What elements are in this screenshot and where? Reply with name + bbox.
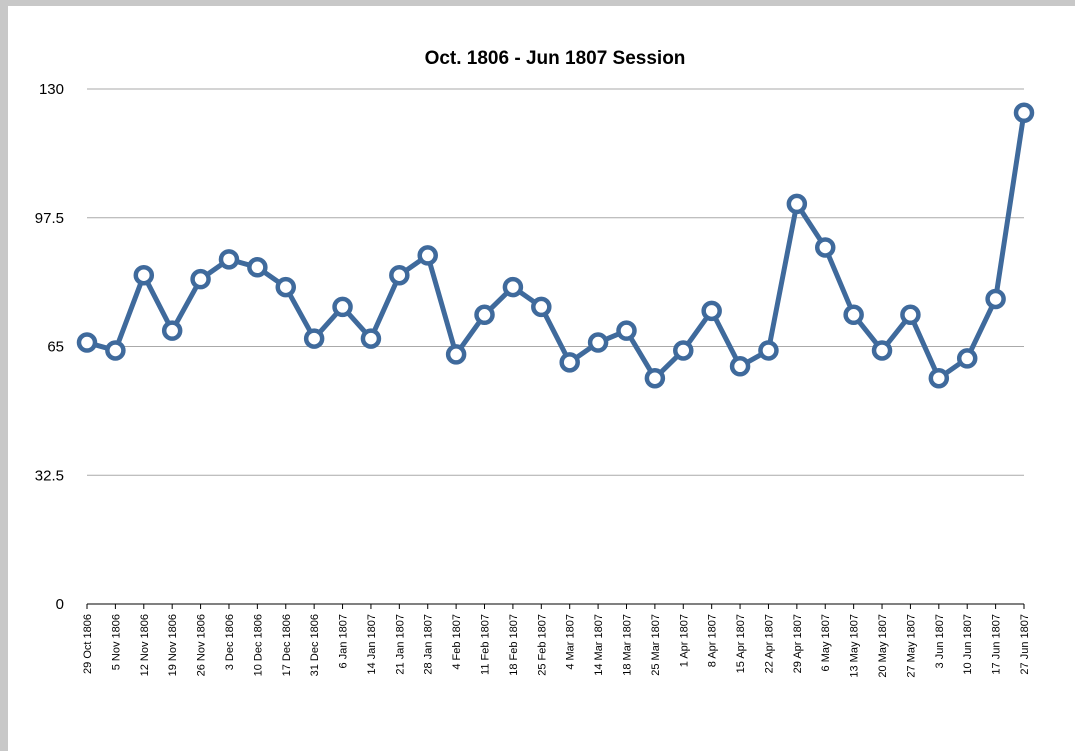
data-point	[360, 328, 382, 349]
x-tick-label: 28 Jan 1807	[423, 614, 435, 675]
data-point	[531, 296, 552, 318]
x-tick-label: 10 Jun 1807	[962, 614, 974, 675]
x-tick-label: 18 Feb 1807	[508, 614, 520, 676]
data-point	[76, 332, 98, 353]
data-point	[474, 304, 495, 326]
data-point	[928, 367, 950, 389]
x-tick-label: 15 Apr 1807	[735, 614, 747, 673]
x-tick-label: 5 Nov 1806	[110, 614, 122, 670]
data-point	[275, 276, 297, 298]
x-tick-label: 14 Mar 1807	[593, 614, 605, 676]
x-tick-label: 17 Jun 1807	[991, 614, 1003, 675]
x-tick-label: 1 Apr 1807	[678, 614, 690, 667]
data-point	[105, 340, 126, 361]
data-point	[729, 356, 751, 377]
x-tick-label: 13 May 1807	[849, 614, 861, 678]
x-tick-label: 27 May 1807	[905, 614, 917, 678]
data-point	[161, 320, 183, 341]
data-point	[417, 245, 438, 266]
x-tick-label: 26 Nov 1806	[196, 614, 208, 676]
data-line	[86, 112, 1027, 381]
x-tick-label: 25 Mar 1807	[650, 614, 662, 676]
x-tick-label: 8 Apr 1807	[707, 614, 719, 667]
background	[8, 6, 1075, 751]
data-point	[900, 304, 921, 326]
data-point	[502, 276, 524, 298]
x-tick-label: 12 Nov 1806	[139, 614, 151, 676]
x-tick-label: 10 Dec 1806	[252, 614, 264, 676]
data-point	[559, 352, 580, 373]
x-tick-label: 4 Feb 1807	[451, 614, 463, 670]
x-tick-label: 29 Oct 1806	[82, 614, 94, 674]
data-point	[445, 344, 467, 365]
x-tick-label: 21 Jan 1807	[394, 614, 406, 675]
data-point	[190, 268, 211, 290]
data-point	[133, 264, 155, 286]
x-tick-label: 3 Dec 1806	[224, 614, 236, 670]
data-point	[303, 328, 325, 349]
x-tick-label: 29 Apr 1807	[792, 614, 804, 673]
data-point	[616, 320, 637, 341]
data-point	[956, 348, 978, 369]
chart-title: Oct. 1806 - Jun 1807 Session	[425, 48, 686, 69]
x-tick-label: 6 May 1807	[820, 614, 832, 671]
x-tick-label: 31 Dec 1806	[309, 614, 321, 676]
x-tick-label: 19 Nov 1806	[167, 614, 179, 676]
x-tick-label: 22 Apr 1807	[763, 614, 775, 673]
x-tick-label: 18 Mar 1807	[621, 614, 633, 676]
x-tick-label: 17 Dec 1806	[281, 614, 293, 676]
x-tick-label: 25 Feb 1807	[536, 614, 548, 676]
data-point	[814, 237, 836, 258]
y-tick-label: 130	[39, 81, 64, 98]
y-tick-label: 0	[56, 596, 64, 613]
data-point	[587, 332, 609, 353]
x-tick-label: 3 Jun 1807	[934, 614, 946, 668]
data-point	[1013, 102, 1035, 124]
x-tick-label: 6 Jan 1807	[338, 614, 350, 668]
x-tick-label: 27 Jun 1807	[1019, 614, 1031, 675]
y-tick-label: 97.5	[35, 210, 64, 227]
data-point	[758, 340, 779, 361]
data-point	[389, 264, 410, 286]
data-point	[786, 193, 808, 215]
data-point	[985, 288, 1006, 310]
data-point	[644, 367, 666, 389]
data-point	[701, 300, 722, 322]
data-point	[332, 296, 353, 318]
y-tick-label: 32.5	[35, 467, 64, 484]
data-point	[247, 257, 268, 278]
data-point	[843, 304, 864, 326]
data-point	[673, 340, 694, 361]
x-tick-label: 11 Feb 1807	[480, 614, 492, 675]
x-tick-label: 20 May 1807	[877, 614, 889, 678]
data-point	[218, 249, 240, 270]
x-tick-label: 4 Mar 1807	[565, 614, 577, 670]
data-point	[871, 340, 893, 361]
x-tick-label: 14 Jan 1807	[366, 614, 378, 675]
y-tick-label: 65	[47, 339, 64, 356]
